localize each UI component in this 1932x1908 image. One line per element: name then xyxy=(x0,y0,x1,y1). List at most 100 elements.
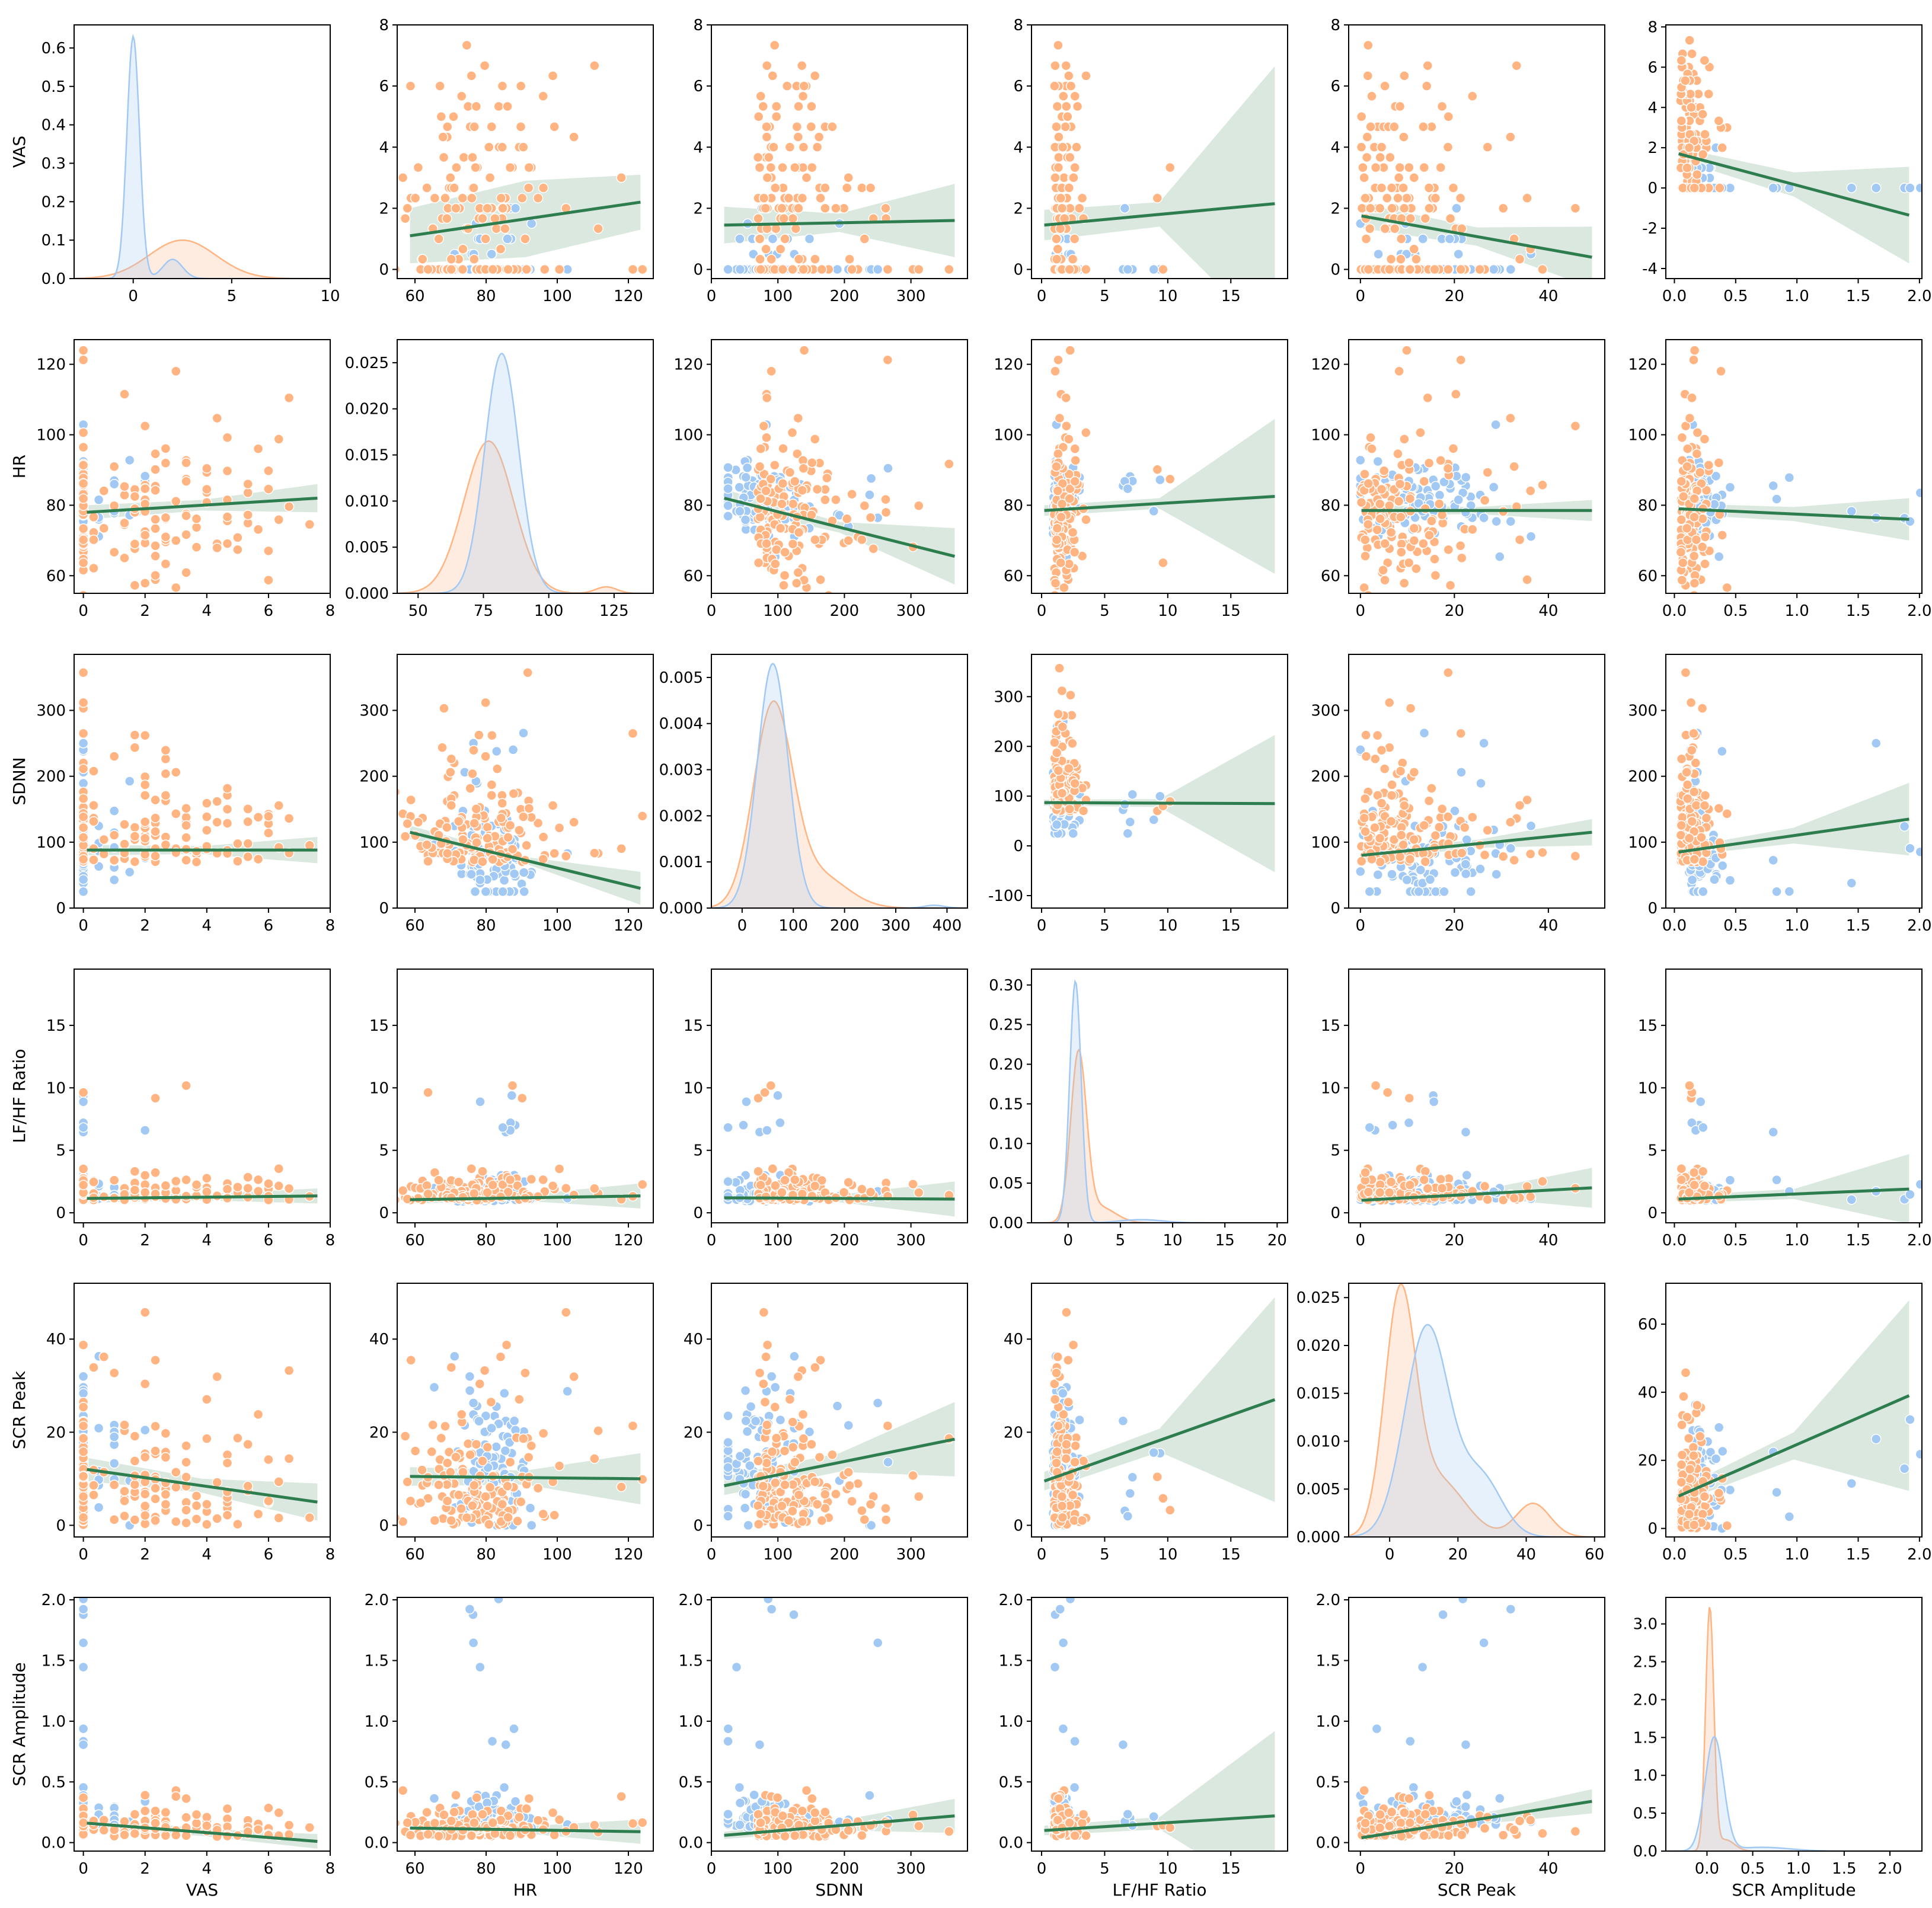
y-tick-label: 200 xyxy=(359,768,389,786)
y-tick-label: 0.000 xyxy=(659,900,703,918)
scatter-point-group_b xyxy=(1067,527,1078,538)
y-tick-label: 120 xyxy=(994,356,1023,374)
scatter-point-group_b xyxy=(1386,790,1397,801)
scatter-point-group_b xyxy=(1398,839,1409,850)
scatter-point-group_a xyxy=(1488,264,1499,275)
scatter-point-group_a xyxy=(1415,864,1426,875)
x-tick-label: 100 xyxy=(534,602,564,620)
scatter-point-group_b xyxy=(442,848,453,859)
scatter-point-group_b xyxy=(119,517,130,529)
scatter-point-group_a xyxy=(475,1096,486,1107)
scatter-point-group_b xyxy=(767,1164,778,1174)
scatter-point-group_b xyxy=(119,490,130,500)
scatter-point-group_b xyxy=(1056,788,1068,798)
scatter-point-group_b xyxy=(793,203,804,214)
x-tick-label: 0 xyxy=(707,287,717,305)
scatter-point-group_b xyxy=(191,542,202,552)
x-tick-label: 5 xyxy=(1100,917,1110,935)
panel-frame xyxy=(1348,24,1605,279)
scatter-point-group_a xyxy=(723,1176,733,1187)
scatter-point-group_b xyxy=(469,122,480,132)
y-tick-label: 6 xyxy=(1330,78,1340,95)
scatter-point-group_b xyxy=(1366,443,1377,454)
scatter-point-group_b xyxy=(809,1180,820,1191)
scatter-point-group_b xyxy=(1382,1087,1393,1098)
scatter-point-group_b xyxy=(637,811,648,822)
scatter-point-group_b xyxy=(1479,1181,1490,1192)
scatter-point-group_b xyxy=(191,513,202,524)
scatter-point-group_b xyxy=(437,742,448,753)
scatter-point-group_b xyxy=(78,1164,89,1174)
scatter-point-group_b xyxy=(589,848,600,858)
x-tick-label: 0 xyxy=(78,1232,88,1249)
scatter-point-group_b xyxy=(150,551,161,561)
scatter-point-group_b xyxy=(429,193,440,203)
y-tick-label: 15 xyxy=(369,1017,389,1035)
scatter-point-group_b xyxy=(1401,345,1412,356)
panel-frame xyxy=(1665,24,1923,279)
x-tick-label: 5 xyxy=(227,287,237,305)
scatter-point-group_b xyxy=(771,544,782,555)
scatter-point-group_b xyxy=(1421,81,1432,91)
x-tick-label: 80 xyxy=(476,917,496,935)
scatter-point-group_b xyxy=(469,254,480,265)
y-tick-label: 100 xyxy=(1628,834,1658,852)
scatter-point-group_b xyxy=(1375,513,1385,524)
scatter-point-group_b xyxy=(202,825,212,836)
scatter-point-group_b xyxy=(1071,142,1082,153)
panel-frame xyxy=(397,339,654,594)
scatter-point-group_b xyxy=(1053,354,1064,365)
scatter-point-group_b xyxy=(150,1167,161,1178)
scatter-point-group_b xyxy=(1399,800,1410,811)
scatter-point-group_a xyxy=(124,455,135,466)
scatter-point-group_b xyxy=(1717,142,1727,153)
scatter-point-group_b xyxy=(1685,697,1697,708)
kde-fill-group_b xyxy=(711,701,967,908)
scatter-point-group_b xyxy=(815,574,826,585)
y-tick-label: 60 xyxy=(1638,567,1658,585)
plot-area xyxy=(1675,667,1922,897)
scatter-point-group_b xyxy=(753,1092,764,1104)
scatter-point-group_b xyxy=(549,122,560,132)
scatter-point-group_b xyxy=(487,730,497,741)
scatter-point-group_b xyxy=(831,203,841,214)
scatter-point-group_b xyxy=(1403,557,1414,568)
scatter-point-group_b xyxy=(1360,551,1371,561)
scatter-point-group_b xyxy=(1722,808,1733,819)
scatter-point-group_b xyxy=(1722,582,1733,593)
scatter-point-group_b xyxy=(1050,366,1061,377)
y-tick-label: 0 xyxy=(56,900,66,918)
scatter-point-group_b xyxy=(171,366,181,377)
scatter-point-group_b xyxy=(765,474,777,485)
y-tick-label: 4 xyxy=(1013,139,1023,156)
scatter-point-group_b xyxy=(777,498,787,510)
scatter-point-group_b xyxy=(78,590,88,593)
scatter-point-group_b xyxy=(263,574,274,586)
y-tick-label: 8 xyxy=(1647,18,1658,36)
scatter-point-group_b xyxy=(1052,101,1063,112)
scatter-point-group_b xyxy=(770,558,781,570)
x-tick-label: 0 xyxy=(1037,287,1047,305)
scatter-point-group_b xyxy=(1069,234,1080,244)
scatter-point-group_b xyxy=(538,183,549,193)
y-tick-label: 300 xyxy=(1628,702,1658,720)
scatter-point-group_b xyxy=(793,567,804,578)
scatter-point-group_b xyxy=(150,464,161,475)
x-tick-label: 2.0 xyxy=(1907,917,1931,935)
confidence-band xyxy=(1044,418,1275,574)
scatter-point-group_b xyxy=(1423,183,1435,193)
scatter-point-group_a xyxy=(78,738,89,749)
scatter-point-group_b xyxy=(1697,541,1708,552)
scatter-point-group_a xyxy=(480,886,491,897)
scatter-point-group_b xyxy=(160,443,171,454)
scatter-point-group_a xyxy=(1525,531,1537,542)
scatter-point-group_b xyxy=(1404,457,1414,468)
scatter-point-group_b xyxy=(480,751,491,762)
scatter-point-group_b xyxy=(1699,55,1710,66)
scatter-point-group_a xyxy=(1444,234,1455,244)
y-tick-label: 0.20 xyxy=(989,1056,1023,1074)
scatter-point-group_b xyxy=(1692,427,1703,438)
scatter-point-group_b xyxy=(827,122,838,132)
